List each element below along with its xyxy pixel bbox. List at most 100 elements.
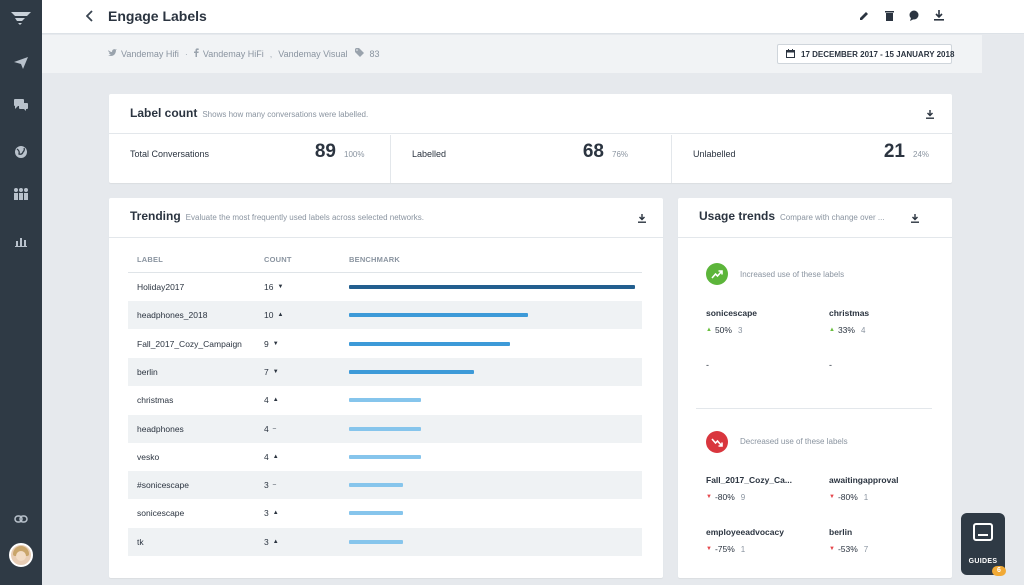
facebook-icon — [193, 48, 199, 59]
benchmark-bar — [349, 454, 421, 459]
download-icon[interactable] — [932, 8, 946, 22]
calendar-icon — [786, 48, 795, 60]
tag-count[interactable]: 83 — [369, 48, 380, 59]
guides-widget[interactable]: GUIDES 6 — [961, 513, 1006, 576]
link-icon[interactable] — [0, 505, 42, 533]
reports-chart-icon[interactable] — [0, 227, 42, 255]
column-header-label[interactable]: LABEL — [137, 255, 163, 264]
row-label: headphones_2018 — [137, 310, 208, 321]
table-row[interactable]: vesko 4 ▲ — [128, 443, 642, 471]
stat-value: 68 — [582, 141, 604, 162]
trending-header: Trending Evaluate the most frequently use… — [109, 198, 663, 238]
decreased-item[interactable]: berlin ▼ -53% 7 — [829, 527, 949, 554]
publish-send-icon[interactable] — [0, 49, 42, 77]
increased-item[interactable]: sonicescape ▲ 50% 3 — [706, 308, 826, 335]
row-count: 7 ▼ — [264, 367, 279, 377]
decreased-item-name: awaitingapproval — [829, 475, 899, 485]
page-title: Engage Labels — [108, 8, 207, 24]
user-avatar[interactable] — [9, 543, 33, 567]
trend-down-triangle-icon: ▼ — [277, 284, 284, 290]
row-count: 3 ▲ — [264, 537, 279, 547]
twitter-source[interactable]: Vandemay Hifi — [121, 48, 179, 59]
comment-bubble-icon[interactable] — [907, 8, 921, 22]
row-count-value: 7 — [264, 366, 269, 377]
table-row[interactable]: berlin 7 ▼ — [128, 357, 642, 386]
increased-item-name: sonicescape — [706, 308, 758, 318]
trend-up-triangle-icon: ▲ — [272, 538, 279, 545]
row-count-value: 16 — [264, 282, 274, 292]
row-label: Fall_2017_Cozy_Campaign — [137, 338, 242, 349]
date-range-text: 17 DECEMBER 2017 - 15 JANUARY 2018 — [801, 49, 955, 59]
table-row[interactable]: Fall_2017_Cozy_Campaign 9 ▼ — [128, 330, 642, 358]
increased-section-label: Increased use of these labels — [740, 270, 845, 279]
row-count: 10 ▲ — [264, 310, 283, 320]
decreased-item-name: berlin — [829, 527, 853, 537]
sidebar — [0, 0, 42, 585]
row-count-value: 3 — [264, 508, 269, 519]
arrow-up-icon: ▲ — [829, 327, 835, 333]
decreased-item[interactable]: Fall_2017_Cozy_Ca... ▼ -80% 9 — [706, 475, 826, 502]
decreased-item[interactable]: employeeadvocacy ▼ -75% 1 — [706, 527, 826, 554]
arrow-down-icon: ▼ — [706, 494, 712, 500]
trend-flat-dash-icon: – — [272, 482, 277, 489]
edit-pencil-icon[interactable] — [857, 8, 871, 22]
audience-people-icon[interactable] — [0, 180, 42, 208]
table-row[interactable]: #sonicescape 3– — [128, 471, 642, 500]
decreased-item-pct: -80% — [714, 492, 735, 502]
trending-download-icon[interactable] — [637, 212, 647, 224]
usage-trends-download-icon[interactable] — [910, 212, 920, 224]
decreased-item-value: ▼ -75% 1 — [706, 544, 826, 554]
table-row[interactable]: sonicescape 3 ▲ — [128, 499, 642, 527]
increased-item-count: 4 — [860, 325, 866, 335]
decreased-item-name: employeeadvocacy — [706, 527, 784, 537]
increased-item-value: ▲ 50% 3 — [706, 325, 826, 335]
table-row[interactable]: Holiday2017 16 ▼ — [128, 273, 642, 301]
row-count: 4 ▲ — [264, 395, 279, 405]
listen-globe-icon[interactable] — [0, 138, 42, 166]
label-count-download-icon[interactable] — [925, 108, 935, 120]
table-row[interactable]: christmas 4 ▲ — [128, 386, 642, 414]
trend-up-triangle-icon: ▲ — [272, 453, 279, 460]
benchmark-bar — [349, 369, 475, 374]
increased-item[interactable]: christmas ▲ 33% 4 — [829, 308, 949, 335]
decreased-item[interactable]: awaitingapproval ▼ -80% 1 — [829, 475, 949, 502]
table-row[interactable]: headphones_2018 10 ▲ — [128, 301, 642, 330]
arrow-down-icon: ▼ — [829, 546, 835, 552]
delete-trash-icon[interactable] — [882, 8, 896, 22]
table-row[interactable]: tk 3 ▲ — [128, 527, 642, 556]
benchmark-bar — [349, 511, 403, 516]
stat-label: Total Conversations — [130, 149, 210, 159]
date-range-button[interactable]: 17 DECEMBER 2017 - 15 JANUARY 2018 — [777, 44, 955, 64]
stat-value: 89 — [314, 141, 336, 162]
empty-placeholder: - — [829, 360, 832, 370]
benchmark-bar — [349, 313, 528, 318]
trend-down-triangle-icon: ▼ — [272, 368, 279, 375]
app-logo-icon[interactable] — [0, 4, 42, 32]
column-header-benchmark[interactable]: BENCHMARK — [349, 255, 400, 264]
back-chevron-icon[interactable] — [82, 6, 98, 26]
column-header-count[interactable]: COUNT — [264, 255, 292, 264]
facebook-source-2[interactable]: Vandemay Visual — [278, 48, 348, 59]
usage-trends-card: Usage trends Compare with change over ...… — [678, 198, 952, 578]
increased-item-pct: 33% — [837, 325, 855, 335]
benchmark-bar — [349, 539, 403, 544]
usage-trends-title: Usage trends Compare with change over ... — [699, 209, 885, 223]
row-count-value: 10 — [264, 310, 274, 321]
usage-trends-header: Usage trends Compare with change over ... — [678, 198, 952, 238]
twitter-icon — [108, 48, 117, 59]
separator-comma: , — [269, 48, 273, 59]
trend-up-triangle-icon: ▲ — [272, 397, 279, 404]
top-header: Engage Labels — [42, 0, 1024, 34]
arrow-down-icon: ▼ — [829, 494, 835, 500]
facebook-source-1[interactable]: Vandemay HiFi — [202, 48, 264, 59]
row-count-value: 3 — [264, 480, 269, 491]
stat-percent: 100% — [344, 150, 365, 159]
guides-badge: 6 — [992, 566, 1006, 576]
row-count: 3 ▲ — [264, 508, 279, 518]
row-count: 3– — [264, 480, 276, 490]
table-row[interactable]: headphones 4– — [128, 414, 642, 443]
engage-chat-icon[interactable] — [0, 91, 42, 119]
label-count-title-text: Label count — [130, 106, 198, 120]
increased-item-pct: 50% — [714, 325, 732, 335]
decreased-item-value: ▼ -80% 9 — [706, 492, 826, 502]
